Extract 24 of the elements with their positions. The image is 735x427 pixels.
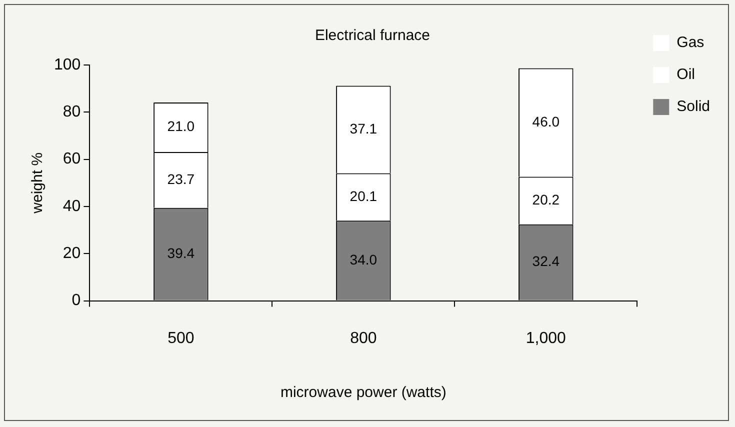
y-tick-label: 20: [62, 245, 81, 262]
data-label: 20.2: [532, 191, 560, 208]
y-tick-label: 100: [54, 56, 81, 74]
x-tick-label: 500: [168, 330, 194, 347]
data-label: 39.4: [167, 244, 195, 261]
y-tick-label: 40: [62, 198, 81, 215]
legend-label: Gas: [676, 34, 704, 52]
y-tick-label: 0: [72, 292, 81, 310]
y-tick-label: 80: [62, 104, 81, 121]
x-axis-title: microwave power (watts): [280, 384, 446, 402]
x-tick-label: 800: [350, 330, 377, 347]
data-label: 21.0: [167, 118, 195, 134]
legend-label: Oil: [676, 66, 695, 84]
data-label: 32.4: [532, 253, 560, 270]
data-label: 20.1: [350, 188, 378, 204]
chart-title: Electrical furnace: [314, 27, 430, 44]
data-label: 34.0: [350, 251, 378, 268]
x-tick-label: 1,000: [526, 330, 566, 347]
legend-label: Solid: [676, 98, 710, 116]
y-axis-title: weight %: [29, 152, 46, 214]
data-label: 46.0: [532, 113, 560, 130]
data-label: 37.1: [350, 120, 378, 136]
data-label: 23.7: [167, 170, 195, 187]
y-tick-label: 60: [62, 150, 81, 168]
